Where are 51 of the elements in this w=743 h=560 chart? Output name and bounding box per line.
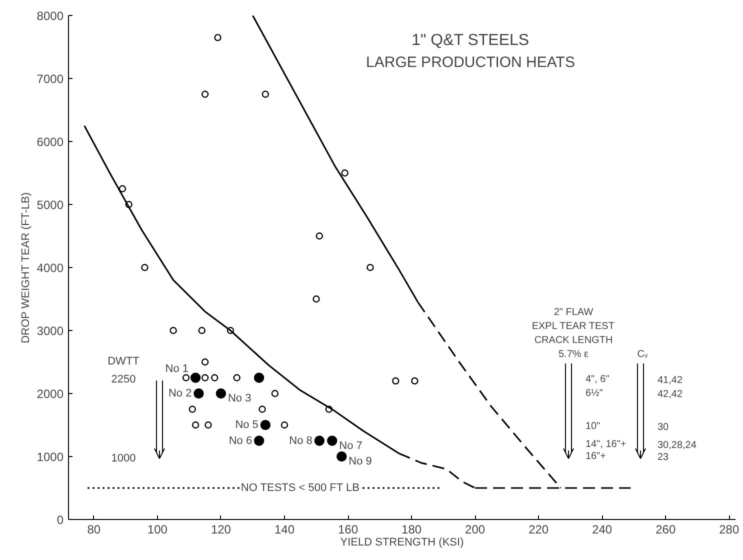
x-tick-label: 220 xyxy=(528,522,549,536)
annotation: No 5 xyxy=(235,419,258,431)
annotation: No 6 xyxy=(228,434,252,447)
annotation: 2" FLAW xyxy=(554,307,594,318)
annotation: NO TESTS < 500 FT LB xyxy=(240,482,360,494)
x-tick-label: 160 xyxy=(338,522,358,536)
annotation: Cᵥ xyxy=(637,349,649,360)
annotation: No 1 xyxy=(165,362,189,375)
text: LARGE PRODUCTION HEATS xyxy=(366,54,575,71)
x-tick-label: 180 xyxy=(402,522,422,536)
annotation: 23 xyxy=(658,452,670,463)
x-tick-label: 120 xyxy=(210,522,232,536)
y-tick-label: 8000 xyxy=(36,9,64,23)
annotation: 14", 16"+ xyxy=(586,439,626,450)
y-tick-label: 5000 xyxy=(36,198,64,212)
y-tick-label: 3000 xyxy=(36,324,64,338)
annotation: No 8 xyxy=(289,434,312,447)
annotation: 41,42 xyxy=(658,375,683,386)
x-tick-label: 140 xyxy=(274,522,295,536)
annotation: No 7 xyxy=(339,440,362,452)
annotation: 1000 xyxy=(111,452,136,464)
annotation: 42,42 xyxy=(658,389,683,400)
y-tick-label: 2000 xyxy=(36,387,64,401)
annotation: No 2 xyxy=(168,388,192,400)
y-tick-label: 7000 xyxy=(36,72,64,86)
y-tick-label: 6000 xyxy=(36,135,64,149)
annotation: DWTT xyxy=(108,356,140,368)
annotation: 4", 6" xyxy=(586,374,610,385)
annotation: 30,28,24 xyxy=(658,440,697,451)
annotation: 5.7% ε xyxy=(558,349,590,360)
annotation: 16"+ xyxy=(586,451,606,462)
y-tick-label: 1000 xyxy=(36,450,64,464)
annotation: 10" xyxy=(586,421,601,432)
y-axis-title: DROP WEIGHT TEAR (FT-LB) xyxy=(20,192,32,344)
text: 1" Q&T STEELS xyxy=(412,32,530,49)
x-axis-title: YIELD STRENGTH (KSI) xyxy=(340,536,464,548)
x-tick-label: 260 xyxy=(656,522,676,536)
x-tick-label: 100 xyxy=(147,522,168,536)
annotation: EXPL TEAR TEST xyxy=(532,321,614,332)
x-tick-label: 240 xyxy=(592,522,612,536)
annotation: CRACK LENGTH xyxy=(534,335,613,346)
annotation: No 9 xyxy=(348,456,372,468)
annotation: 6½" xyxy=(586,388,604,399)
annotation: 2250 xyxy=(111,374,136,386)
x-tick-label: 280 xyxy=(719,522,740,536)
annotation: 30 xyxy=(658,422,670,433)
x-tick-label: 80 xyxy=(87,522,101,536)
y-tick-label: 4000 xyxy=(36,261,64,275)
annotation: No 3 xyxy=(228,392,252,404)
x-tick-label: 200 xyxy=(465,522,486,536)
y-tick-label: 0 xyxy=(56,513,64,527)
